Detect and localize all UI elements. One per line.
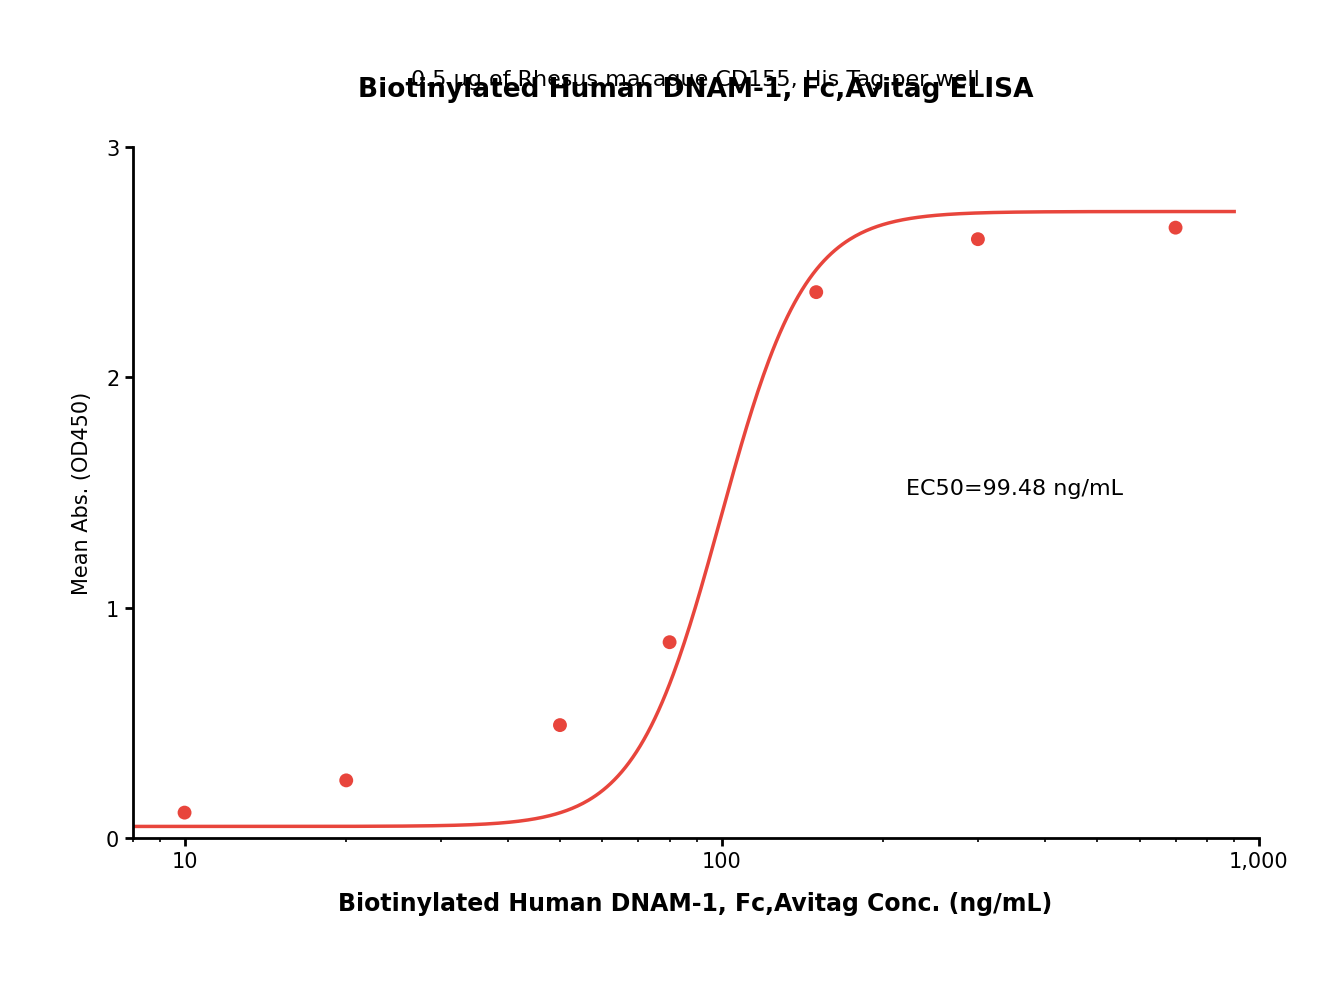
Title: 0.5 μg of Rhesus macaque CD155, His Tag per well: 0.5 μg of Rhesus macaque CD155, His Tag … [411, 69, 980, 90]
X-axis label: Biotinylated Human DNAM-1, Fc,Avitag Conc. (ng/mL): Biotinylated Human DNAM-1, Fc,Avitag Con… [338, 890, 1053, 915]
Text: EC50=99.48 ng/mL: EC50=99.48 ng/mL [905, 478, 1122, 498]
Point [550, 718, 571, 734]
Y-axis label: Mean Abs. (OD450): Mean Abs. (OD450) [72, 391, 93, 595]
Point [335, 773, 356, 789]
Point [967, 232, 988, 247]
Text: Biotinylated Human DNAM-1, Fc,Avitag ELISA: Biotinylated Human DNAM-1, Fc,Avitag ELI… [358, 77, 1034, 104]
Point [806, 285, 827, 301]
Point [1165, 221, 1186, 237]
Point [174, 805, 195, 820]
Point [659, 635, 680, 651]
